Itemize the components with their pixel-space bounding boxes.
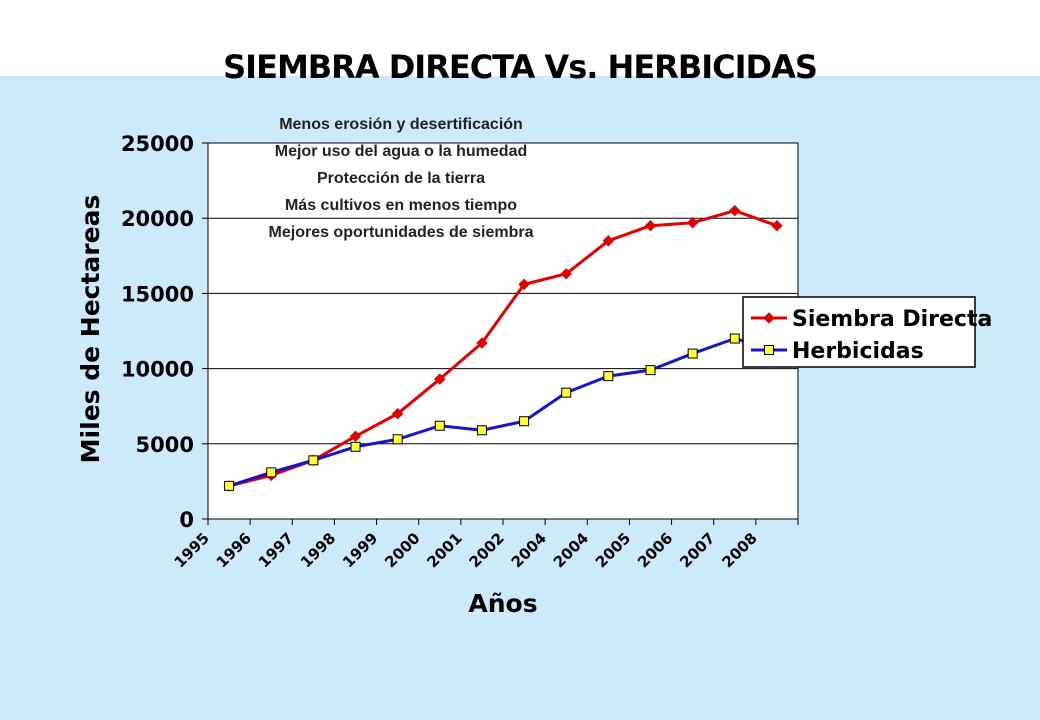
data-point-marker — [602, 235, 615, 247]
legend-item: Herbicidas — [751, 339, 924, 364]
data-point-marker — [644, 220, 657, 232]
data-point-marker — [308, 455, 319, 466]
x-tick-label: 2005 — [592, 529, 634, 571]
data-point-marker — [476, 425, 487, 436]
y-axis-label: Miles de Hectareas — [76, 195, 105, 464]
x-tick-label: 2001 — [423, 529, 465, 571]
annotation-line: Mejores oportunidades de siembra — [269, 224, 534, 241]
data-point-marker — [561, 387, 572, 398]
series-herbicidas — [224, 333, 782, 491]
y-ticks: 0 5000 10000 15000 20000 25000 — [121, 132, 194, 532]
data-point-marker — [645, 365, 656, 376]
x-tick-label: 2004 — [550, 529, 592, 571]
y-tick-label: 5000 — [136, 433, 194, 457]
data-point-marker — [771, 220, 783, 232]
x-tick-label: 2008 — [718, 529, 760, 571]
data-point-marker — [560, 268, 572, 280]
y-tick-label: 0 — [179, 508, 194, 532]
y-tick-label: 25000 — [121, 132, 194, 156]
annotation-line: Menos erosión y desertificación — [279, 116, 523, 133]
grid-lines — [208, 217, 798, 445]
x-tick-label: 2006 — [634, 529, 676, 571]
data-point-marker — [729, 204, 741, 217]
series-line — [228, 337, 778, 488]
data-point-marker — [391, 408, 404, 420]
x-tick-label: 2000 — [381, 529, 423, 571]
data-point-marker — [686, 217, 699, 229]
annotation-line: Mejor uso del agua o la humedad — [275, 143, 527, 160]
x-tick-label: 1996 — [213, 529, 255, 571]
data-point-marker — [266, 467, 277, 478]
data-point-marker — [518, 278, 530, 291]
plot-area — [207, 142, 799, 520]
annotation-block: Menos erosión y desertificación Mejor uso… — [269, 116, 534, 241]
series-line — [228, 209, 778, 488]
y-tick-label: 20000 — [121, 207, 194, 231]
chart-title: SIEMBRA DIRECTA Vs. HERBICIDAS — [223, 48, 818, 86]
data-point-marker — [519, 416, 530, 427]
y-tick-label: 15000 — [121, 282, 194, 306]
data-point-marker — [764, 345, 774, 355]
y-tick-label: 10000 — [121, 358, 194, 382]
axes — [202, 142, 799, 525]
x-tick-label: 1997 — [255, 529, 297, 571]
annotation-line: Protección de la tierra — [317, 170, 485, 187]
data-point-marker — [434, 420, 445, 431]
legend-box — [742, 296, 976, 368]
data-point-marker — [392, 434, 403, 445]
data-point-marker — [434, 373, 446, 385]
legend-label: Herbicidas — [792, 339, 924, 364]
series — [223, 204, 783, 492]
x-tick-label: 2004 — [508, 529, 550, 571]
data-point-marker — [729, 333, 740, 344]
legend-item: Siembra Directa — [751, 307, 992, 332]
data-point-marker — [476, 337, 488, 349]
x-axis-label: Años — [468, 589, 537, 618]
legend: Siembra Directa Herbicidas — [742, 296, 992, 368]
x-tick-label: 2002 — [466, 529, 508, 571]
x-tick-label: 2007 — [676, 529, 718, 571]
data-point-marker — [763, 312, 775, 324]
annotation-line: Más cultivos en menos tiempo — [285, 197, 517, 214]
data-point-marker — [349, 430, 362, 442]
data-point-marker — [224, 480, 235, 491]
x-tick-label: 1998 — [297, 529, 339, 571]
legend-label: Siembra Directa — [792, 307, 992, 332]
x-ticks: 1995 1996 1997 1998 1999 2000 2001 2002 2004 2004… — [171, 529, 761, 571]
data-point-marker — [603, 371, 614, 382]
x-tick-label: 1995 — [171, 529, 213, 571]
data-point-marker — [687, 348, 698, 359]
data-point-marker — [350, 441, 361, 452]
x-tick-label: 1999 — [339, 529, 381, 571]
